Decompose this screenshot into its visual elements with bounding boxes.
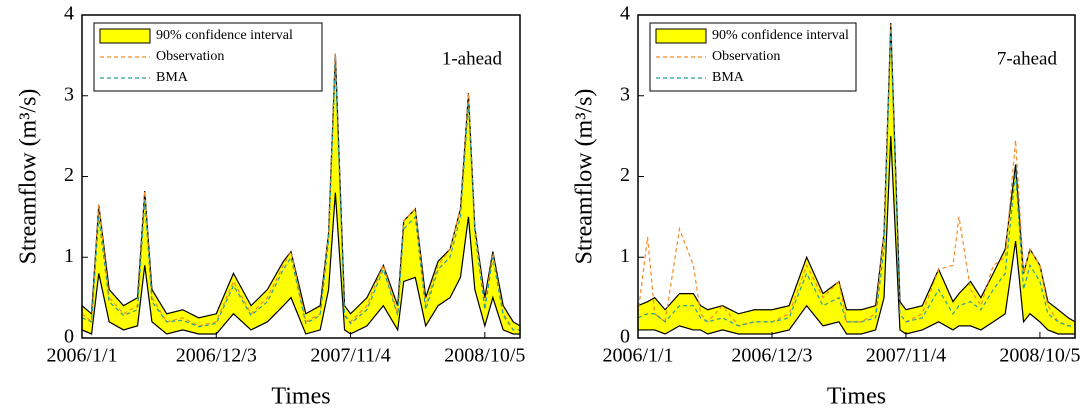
y-tick-label: 3 bbox=[620, 83, 630, 105]
x-axis-label: Times bbox=[271, 384, 330, 410]
annotation: 1-ahead bbox=[442, 48, 503, 69]
x-tick-label: 2006/12/3 bbox=[731, 345, 812, 367]
legend-swatch bbox=[656, 29, 706, 43]
y-axis-label: Streamflow (m³/s) bbox=[572, 89, 598, 265]
y-axis-label: Streamflow (m³/s) bbox=[16, 89, 42, 265]
y-tick-label: 3 bbox=[64, 83, 74, 105]
y-tick-label: 1 bbox=[64, 245, 74, 267]
legend-label: Observation bbox=[712, 49, 780, 64]
x-tick-label: 2008/10/5 bbox=[444, 345, 525, 367]
y-tick-label: 4 bbox=[64, 3, 74, 25]
annotation: 7-ahead bbox=[997, 48, 1058, 69]
x-tick-label: 2007/11/4 bbox=[310, 345, 390, 367]
x-tick-label: 2007/11/4 bbox=[866, 345, 946, 367]
x-tick-label: 2006/12/3 bbox=[176, 345, 257, 367]
x-tick-label: 2006/1/1 bbox=[46, 345, 117, 367]
y-tick-label: 1 bbox=[620, 245, 630, 267]
legend-label: BMA bbox=[712, 70, 745, 85]
y-tick-label: 4 bbox=[620, 3, 630, 25]
x-tick-label: 2008/10/5 bbox=[999, 345, 1080, 367]
x-axis-label: Times bbox=[827, 384, 886, 410]
legend-label: 90% confidence interval bbox=[156, 28, 293, 43]
legend-label: BMA bbox=[156, 70, 189, 85]
x-tick-label: 2006/1/1 bbox=[602, 345, 673, 367]
y-tick-label: 2 bbox=[64, 164, 74, 186]
y-tick-label: 2 bbox=[620, 164, 630, 186]
legend-label: 90% confidence interval bbox=[712, 28, 849, 43]
confidence-band bbox=[82, 54, 520, 334]
legend-label: Observation bbox=[156, 49, 224, 64]
legend-swatch bbox=[100, 29, 150, 43]
